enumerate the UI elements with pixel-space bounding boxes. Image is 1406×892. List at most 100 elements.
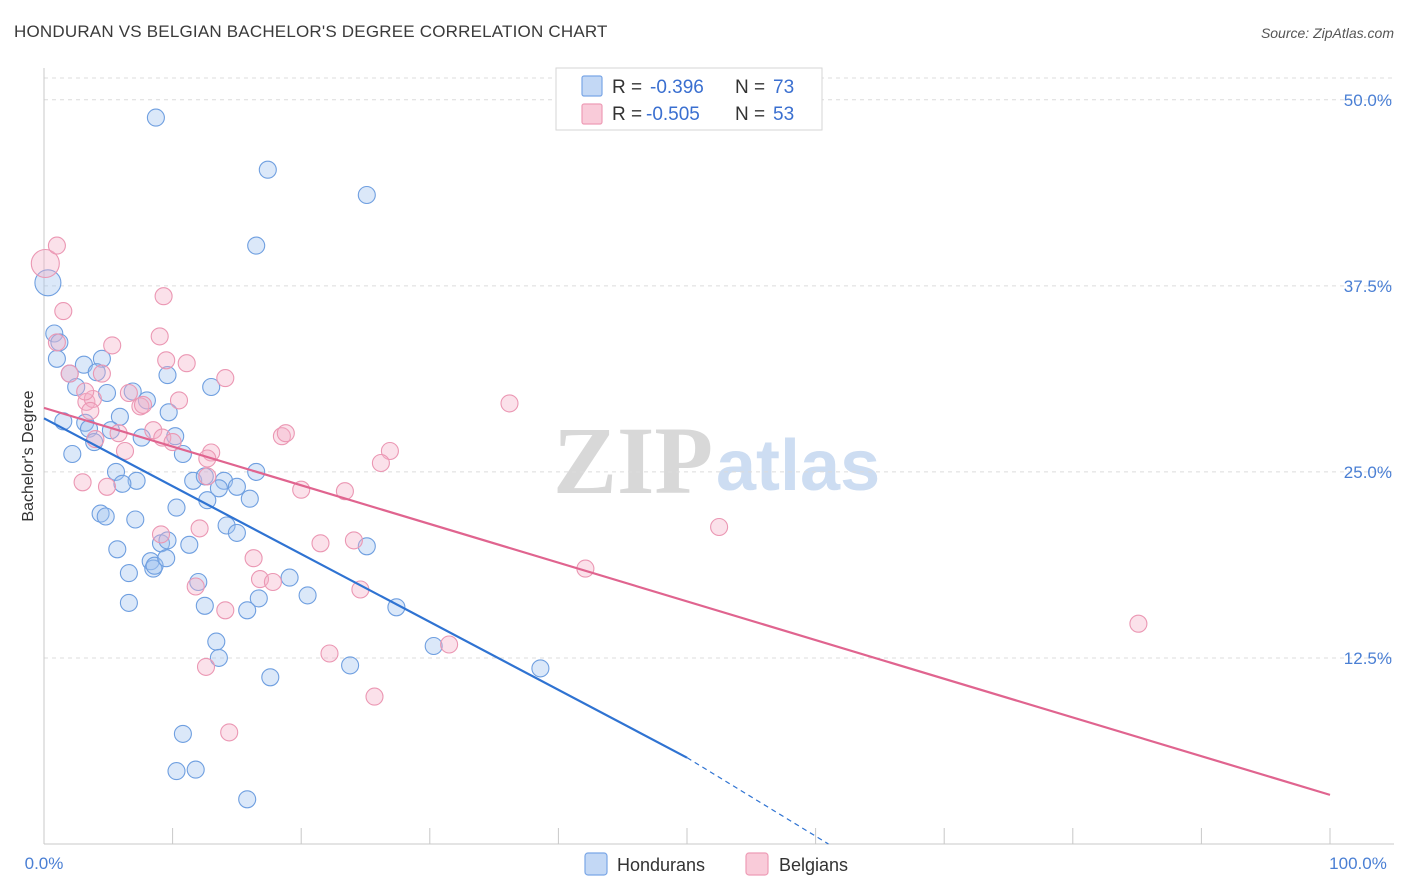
honduran-point [106, 462, 126, 481]
data-points [30, 108, 1148, 809]
honduran-point [180, 535, 199, 554]
belgian-point [150, 327, 169, 346]
bottom-legend-hondurans: Hondurans [617, 855, 705, 875]
honduran-point [159, 403, 178, 422]
honduran-point [240, 489, 259, 508]
honduran-point [227, 477, 246, 496]
x-tick-label-max: 100.0% [1329, 854, 1387, 873]
belgian-trend-line [43, 406, 1331, 796]
bottom-legend-swatch-belgians [745, 852, 769, 876]
belgian-point [276, 424, 295, 443]
series-legend: Hondurans Belgians [584, 852, 848, 876]
y-axis-title: Bachelor's Degree [20, 390, 37, 521]
belgian-point [177, 354, 196, 373]
chart-title: HONDURAN VS BELGIAN BACHELOR'S DEGREE CO… [14, 22, 608, 41]
belgian-point [344, 531, 363, 550]
honduran-point [202, 377, 221, 397]
honduran-point [209, 648, 228, 667]
honduran-point [173, 444, 192, 464]
legend-r-label-1: R = [612, 77, 642, 98]
honduran-point [227, 523, 246, 542]
belgian-point [244, 549, 263, 568]
belgian-point [440, 635, 459, 654]
y-tick-label: 12.5% [1344, 649, 1392, 668]
honduran-point [217, 516, 236, 535]
honduran-point [158, 366, 177, 385]
honduran-point [207, 632, 226, 651]
belgian-point [54, 302, 73, 321]
belgian-point [1129, 614, 1148, 633]
honduran-point [424, 636, 443, 656]
honduran-point [173, 724, 192, 743]
gridlines [44, 77, 1394, 659]
belgian-point [151, 525, 171, 544]
belgian-point [311, 534, 330, 553]
honduran-point [195, 596, 214, 615]
belgian-point [115, 441, 135, 461]
belgian-point [81, 401, 100, 420]
honduran-point [119, 564, 138, 583]
belgian-point [47, 236, 66, 255]
legend-n-label-1: N = [735, 77, 765, 98]
legend-n-label-2: N = [735, 104, 765, 125]
belgian-point [30, 248, 60, 279]
y-tick-label: 25.0% [1344, 463, 1392, 482]
y-tick-label: 50.0% [1344, 91, 1392, 110]
belgian-point [216, 369, 235, 388]
trend-lines [43, 406, 1331, 845]
belgian-point [186, 577, 205, 596]
belgian-point [157, 351, 176, 370]
honduran-point [531, 659, 550, 678]
belgian-point [60, 364, 79, 383]
belgian-point [133, 395, 153, 414]
legend-r-value-hondurans: -0.396 [650, 77, 704, 98]
honduran-point [96, 507, 115, 526]
belgian-point [83, 389, 102, 409]
belgian-point [380, 441, 399, 461]
x-tick-label-min: 0.0% [25, 854, 64, 873]
source-label: Source: ZipAtlas.com [1260, 25, 1394, 41]
watermark-zip: ZIP [553, 407, 713, 514]
belgian-point [220, 723, 239, 742]
honduran-point [63, 444, 82, 464]
honduran-point [249, 589, 268, 608]
honduran-point [113, 474, 132, 493]
honduran-point [91, 504, 110, 523]
belgian-point [190, 519, 209, 538]
honduran-point [247, 236, 266, 255]
y-tick-labels: 12.5% 25.0% 37.5% 50.0% [1344, 91, 1392, 668]
honduran-point [258, 160, 277, 179]
honduran-point [127, 471, 146, 490]
belgian-point [196, 657, 216, 676]
correlation-legend: R = -0.396 N = 73 R = -0.505 N = 53 [555, 67, 823, 131]
bottom-legend-swatch-hondurans [584, 852, 608, 876]
honduran-point [298, 586, 317, 605]
honduran-point [261, 668, 280, 687]
belgian-point [154, 287, 173, 306]
belgian-point [76, 382, 95, 401]
honduran-point [167, 498, 186, 517]
belgian-point [320, 644, 339, 663]
honduran-point [146, 108, 165, 127]
honduran-point [119, 593, 138, 612]
legend-n-value-belgians: 53 [773, 104, 794, 125]
belgian-point [365, 687, 384, 706]
honduran-trend-line [43, 417, 688, 759]
honduran-point [209, 479, 228, 498]
honduran-point [47, 349, 66, 368]
belgian-point [500, 394, 519, 413]
belgian-point [97, 477, 117, 496]
honduran-point [34, 269, 62, 297]
belgian-point [103, 336, 122, 355]
belgian-point [169, 391, 189, 410]
belgian-point [371, 453, 390, 473]
y-tick-label: 37.5% [1344, 277, 1392, 296]
x-axis-ticks [43, 828, 1331, 844]
honduran-point [108, 540, 127, 559]
honduran-point [357, 185, 376, 205]
honduran-point [144, 559, 163, 578]
honduran-point [157, 549, 176, 568]
belgian-point [47, 333, 66, 352]
belgian-point [198, 467, 217, 486]
honduran-point [186, 760, 205, 779]
